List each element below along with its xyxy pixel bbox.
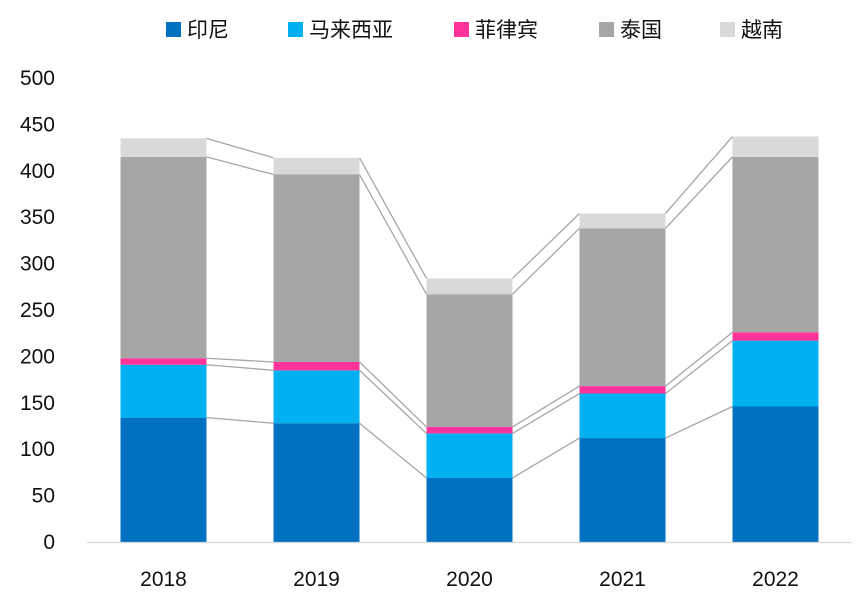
bar-segment bbox=[426, 477, 513, 542]
series-line bbox=[512, 392, 580, 434]
bar-segment bbox=[120, 358, 207, 365]
y-tick-label: 50 bbox=[32, 485, 55, 508]
series-line bbox=[665, 156, 733, 229]
x-tick-label: 2021 bbox=[599, 568, 646, 591]
series-line bbox=[512, 385, 580, 428]
series-line bbox=[206, 417, 274, 424]
bars bbox=[120, 136, 819, 542]
y-tick-label: 400 bbox=[20, 160, 55, 183]
y-tick-label: 200 bbox=[20, 345, 55, 368]
y-axis: 0 50 100 150 200 250 300 350 400 450 500 bbox=[20, 67, 55, 554]
y-tick-label: 150 bbox=[20, 392, 55, 415]
series-line bbox=[512, 227, 580, 295]
x-tick-label: 2022 bbox=[752, 568, 799, 591]
bar-segment bbox=[426, 426, 513, 434]
series-line bbox=[358, 157, 428, 279]
bar-segment bbox=[120, 138, 207, 157]
bar-segment bbox=[579, 393, 666, 439]
series-line bbox=[665, 405, 733, 439]
bar-segment bbox=[120, 156, 207, 359]
legend-label: 菲律宾 bbox=[475, 18, 538, 42]
bar-segment bbox=[120, 364, 207, 418]
legend: 印尼 马来西亚 菲律宾 泰国 越南 bbox=[166, 18, 783, 42]
bar-segment bbox=[273, 174, 360, 362]
x-tick-label: 2019 bbox=[293, 568, 340, 591]
y-tick-label: 300 bbox=[20, 253, 55, 276]
bar-segment bbox=[732, 340, 819, 407]
bar-segment bbox=[426, 278, 513, 295]
y-tick-label: 100 bbox=[20, 438, 55, 461]
bar-segment bbox=[273, 423, 360, 542]
bar-segment bbox=[273, 370, 360, 424]
series-line bbox=[358, 174, 428, 295]
bar-segment bbox=[120, 417, 207, 542]
series-lines bbox=[206, 136, 733, 479]
series-line bbox=[665, 340, 733, 395]
series-line bbox=[512, 213, 580, 279]
series-line bbox=[359, 369, 427, 434]
bar-segment bbox=[732, 156, 819, 333]
y-tick-label: 450 bbox=[20, 113, 55, 136]
bar-segment bbox=[273, 361, 360, 371]
bar-segment bbox=[732, 332, 819, 341]
bar-segment bbox=[732, 406, 819, 542]
y-tick-label: 500 bbox=[20, 67, 55, 90]
bar-segment bbox=[426, 433, 513, 478]
series-line bbox=[665, 136, 733, 214]
x-axis: 2018 2019 2020 2021 2022 bbox=[140, 568, 799, 591]
series-line bbox=[512, 437, 580, 479]
series-line bbox=[665, 331, 733, 387]
bar-segment bbox=[579, 386, 666, 394]
legend-label: 马来西亚 bbox=[309, 18, 393, 42]
series-line bbox=[206, 357, 274, 363]
legend-label: 印尼 bbox=[187, 18, 229, 42]
series-line bbox=[206, 364, 274, 371]
series-line bbox=[206, 137, 274, 159]
legend-label: 越南 bbox=[741, 18, 783, 42]
legend-swatch bbox=[720, 22, 735, 37]
legend-label: 泰国 bbox=[620, 18, 662, 42]
legend-swatch bbox=[599, 22, 614, 37]
series-line bbox=[359, 422, 427, 479]
legend-swatch bbox=[454, 22, 469, 37]
x-tick-label: 2020 bbox=[446, 568, 493, 591]
bar-segment bbox=[579, 228, 666, 387]
y-tick-label: 250 bbox=[20, 299, 55, 322]
legend-swatch bbox=[166, 22, 181, 37]
x-tick-label: 2018 bbox=[140, 568, 187, 591]
bar-segment bbox=[579, 213, 666, 229]
bar-segment bbox=[426, 294, 513, 427]
bar-segment bbox=[732, 136, 819, 157]
series-line bbox=[359, 361, 427, 428]
y-tick-label: 350 bbox=[20, 206, 55, 229]
y-tick-label: 0 bbox=[43, 531, 55, 554]
bar-segment bbox=[273, 157, 360, 175]
series-line bbox=[206, 156, 274, 176]
bar-segment bbox=[579, 438, 666, 542]
legend-swatch bbox=[288, 22, 303, 37]
